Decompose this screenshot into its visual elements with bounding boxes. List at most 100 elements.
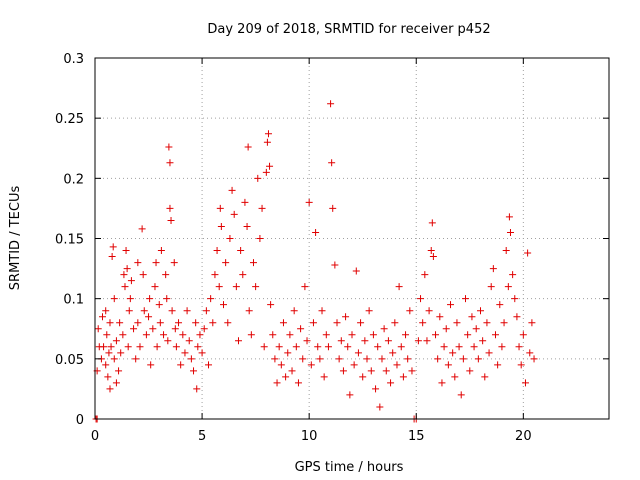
y-axis-label: SRMTID / TECUs <box>8 186 23 291</box>
data-point <box>425 307 433 315</box>
data-point <box>333 319 341 327</box>
data-point <box>226 235 234 242</box>
data-point <box>442 325 450 333</box>
chart-title: Day 209 of 2018, SRMTID for receiver p45… <box>207 22 490 37</box>
data-point <box>142 331 150 339</box>
data-point <box>207 295 215 303</box>
data-point <box>269 331 277 339</box>
data-point <box>292 343 300 351</box>
data-point <box>187 355 195 363</box>
data-point <box>436 313 444 321</box>
data-point <box>528 319 536 327</box>
data-point <box>524 249 532 257</box>
x-tick-labels: 0 5 10 15 20 <box>91 429 532 444</box>
data-point <box>126 295 134 303</box>
data-point <box>217 222 225 230</box>
data-point <box>320 373 328 381</box>
data-point <box>305 198 313 206</box>
data-point <box>464 331 472 339</box>
data-point <box>119 331 127 339</box>
data-point <box>245 307 253 315</box>
y-tick-label: 0.05 <box>55 353 84 368</box>
data-point <box>249 259 257 267</box>
data-point <box>432 331 440 339</box>
x-tick-label: 20 <box>515 429 532 444</box>
data-point <box>145 313 153 321</box>
data-point <box>112 337 120 345</box>
data-point <box>384 337 392 345</box>
data-point <box>177 361 185 369</box>
data-point <box>395 283 403 291</box>
data-point <box>163 295 171 303</box>
data-point <box>110 295 118 303</box>
data-point <box>271 355 279 363</box>
data-point <box>136 343 144 351</box>
data-point <box>318 307 326 315</box>
data-point <box>530 355 538 363</box>
data-points <box>92 100 538 423</box>
data-point <box>470 343 478 351</box>
data-point <box>267 301 275 309</box>
data-point <box>513 313 521 321</box>
data-point <box>175 319 183 327</box>
data-point <box>354 349 362 357</box>
data-point <box>252 283 260 291</box>
data-point <box>213 247 221 255</box>
data-point <box>284 349 292 357</box>
data-point <box>244 143 252 151</box>
data-point <box>328 159 336 167</box>
axis-ticks <box>94 57 609 420</box>
data-point <box>132 355 140 363</box>
data-point <box>342 313 350 321</box>
data-point <box>102 307 110 315</box>
data-point <box>339 367 347 375</box>
data-point <box>165 143 173 151</box>
data-point <box>472 325 480 333</box>
data-point <box>120 271 128 279</box>
data-point <box>369 331 377 339</box>
data-point <box>299 355 307 363</box>
data-point <box>391 319 399 327</box>
x-tick-label: 0 <box>91 429 99 444</box>
data-point <box>185 337 193 345</box>
data-point <box>234 337 242 345</box>
data-point <box>509 271 517 279</box>
data-point <box>462 295 470 303</box>
data-point <box>517 361 525 369</box>
data-point <box>487 283 495 291</box>
data-point <box>504 283 512 291</box>
data-point <box>417 295 425 303</box>
data-point <box>376 403 384 411</box>
data-point <box>202 307 210 315</box>
data-point <box>382 367 390 375</box>
data-point <box>116 319 124 327</box>
data-point <box>489 265 497 273</box>
y-tick-label: 0 <box>76 413 84 428</box>
data-point <box>402 331 410 339</box>
data-point <box>112 379 120 387</box>
data-point <box>498 343 506 351</box>
data-point <box>254 174 262 182</box>
data-point <box>447 301 455 309</box>
data-point <box>205 361 213 369</box>
data-point <box>511 295 519 303</box>
data-point <box>481 373 489 381</box>
data-point <box>316 355 324 363</box>
data-point <box>449 349 457 357</box>
data-point <box>359 373 367 381</box>
data-point <box>393 361 401 369</box>
data-point <box>103 331 111 339</box>
data-point <box>102 361 110 369</box>
data-point <box>453 319 461 327</box>
data-point <box>166 159 174 167</box>
data-point <box>406 307 414 315</box>
data-point <box>239 271 247 279</box>
data-point <box>258 204 266 212</box>
data-point <box>134 259 142 267</box>
data-point <box>193 385 201 393</box>
data-point <box>153 343 161 351</box>
data-point <box>160 331 168 339</box>
x-tick-label: 5 <box>198 429 206 444</box>
x-tick-label: 10 <box>301 429 318 444</box>
